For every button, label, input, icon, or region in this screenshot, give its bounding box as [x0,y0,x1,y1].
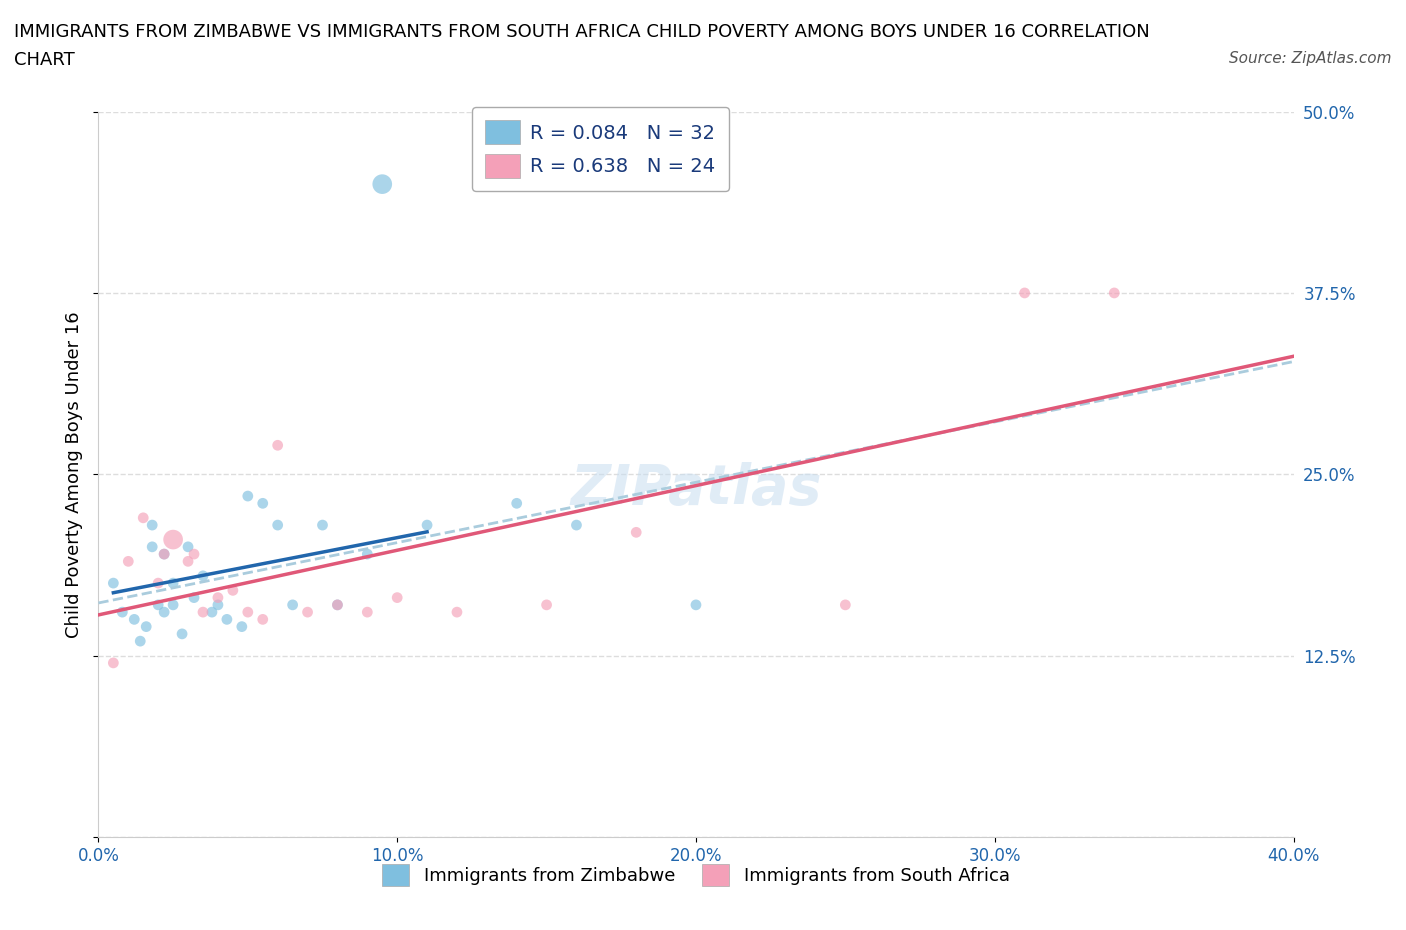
Text: IMMIGRANTS FROM ZIMBABWE VS IMMIGRANTS FROM SOUTH AFRICA CHILD POVERTY AMONG BOY: IMMIGRANTS FROM ZIMBABWE VS IMMIGRANTS F… [14,23,1150,41]
Point [267,518,290,533]
Point [326,597,349,612]
Point [506,496,529,511]
Point [207,591,229,605]
Point [222,583,245,598]
Point [183,547,205,562]
Point [536,597,558,612]
Point [236,604,259,619]
Point [153,547,176,562]
Point [103,576,125,591]
Point [129,633,152,648]
Point [252,612,274,627]
Point [267,438,290,453]
Point [162,597,184,612]
Point [834,597,856,612]
Point [103,656,125,671]
Point [135,619,157,634]
Point [132,511,155,525]
Point [153,604,176,619]
Point [1014,286,1036,300]
Point [141,518,163,533]
Text: CHART: CHART [14,51,75,69]
Point [207,597,229,612]
Point [297,604,319,619]
Point [141,539,163,554]
Point [177,539,200,554]
Point [153,547,176,562]
Point [215,612,238,627]
Point [117,554,139,569]
Text: Source: ZipAtlas.com: Source: ZipAtlas.com [1229,51,1392,66]
Point [385,591,409,605]
Point [201,604,224,619]
Point [446,604,468,619]
Point [231,619,253,634]
Point [148,597,170,612]
Legend: Immigrants from Zimbabwe, Immigrants from South Africa: Immigrants from Zimbabwe, Immigrants fro… [375,857,1017,893]
Point [111,604,134,619]
Point [356,604,378,619]
Point [177,554,200,569]
Text: ZIPatlas: ZIPatlas [571,462,821,516]
Point [685,597,707,612]
Point [124,612,146,627]
Point [416,518,439,533]
Point [183,591,205,605]
Y-axis label: Child Poverty Among Boys Under 16: Child Poverty Among Boys Under 16 [65,311,83,638]
Point [1104,286,1126,300]
Point [311,518,333,533]
Point [626,525,648,539]
Point [162,576,184,591]
Point [326,597,349,612]
Point [371,177,394,192]
Point [252,496,274,511]
Point [356,547,378,562]
Point [191,568,214,583]
Point [236,488,259,503]
Point [281,597,304,612]
Point [148,576,170,591]
Point [565,518,588,533]
Point [191,604,214,619]
Point [162,532,184,547]
Point [172,627,194,642]
